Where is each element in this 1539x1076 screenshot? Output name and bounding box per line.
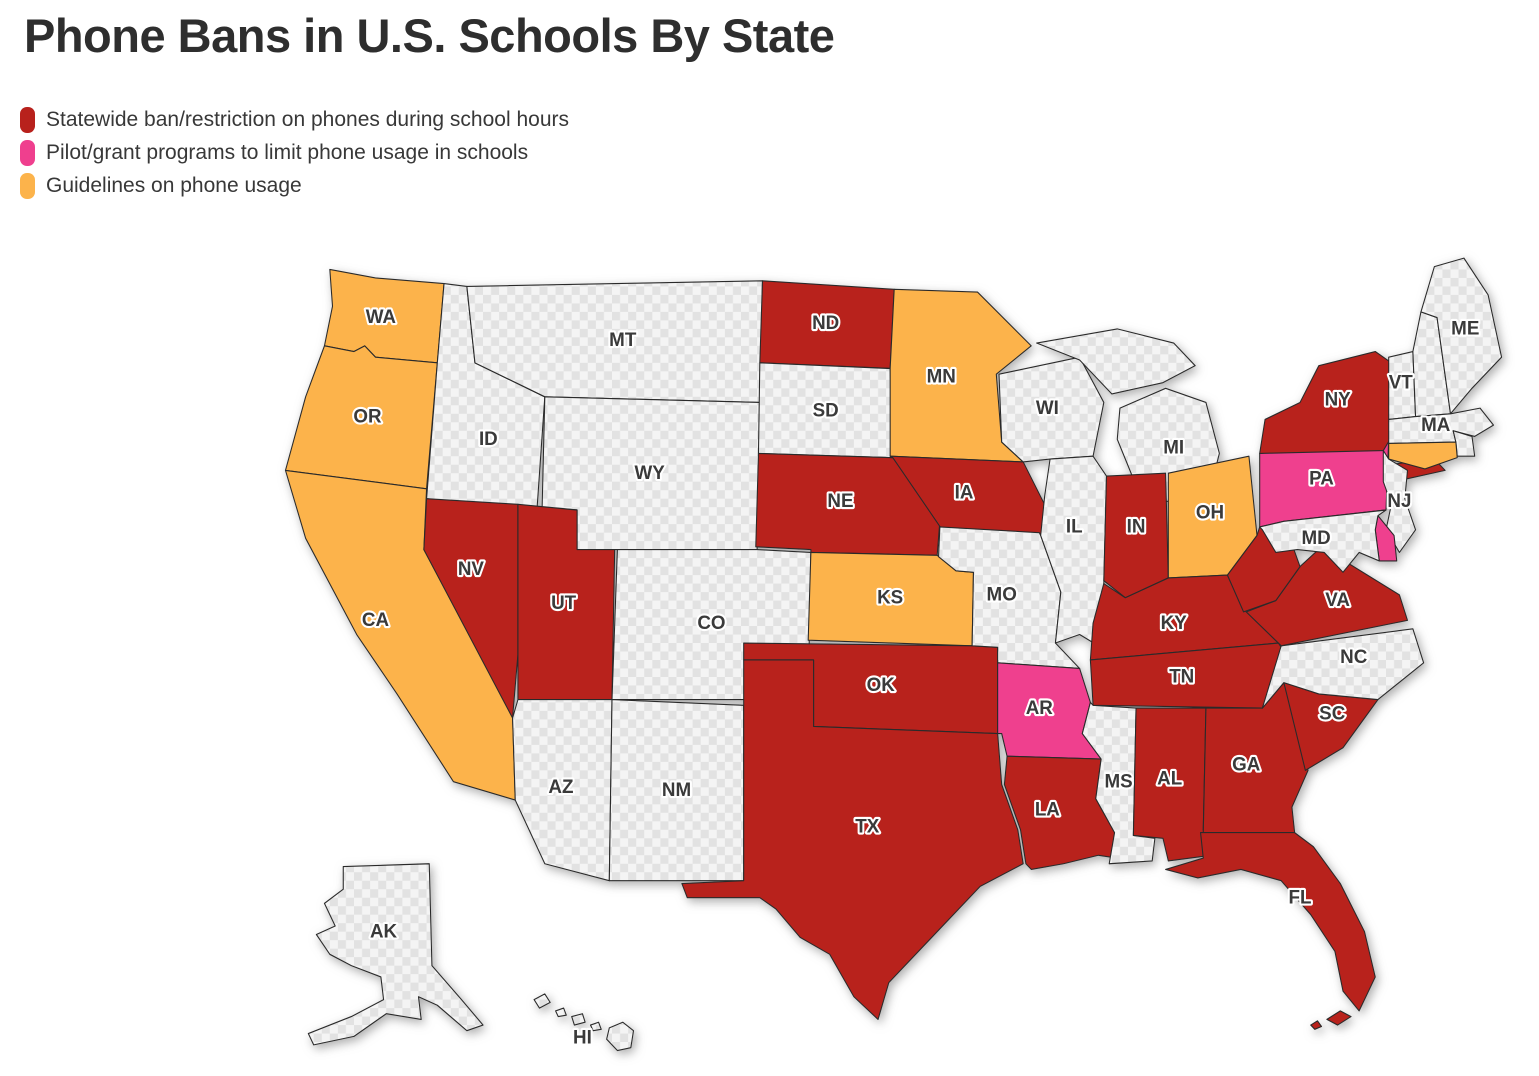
us-choropleth-map: WA OR CA ID MT WY NV UT CO AZ NM ND SD NE KS OK TX MN IA MO… [284,257,1503,1052]
state-label-ND: ND [812,312,839,334]
state-RI[interactable] [1452,430,1476,457]
state-label-OR: OR [353,406,381,428]
state-label-SD: SD [813,400,839,422]
state-NC[interactable] [1261,628,1425,709]
state-label-MA: MA [1421,414,1450,436]
state-NJ[interactable] [1382,450,1417,554]
state-label-WY: WY [634,462,664,484]
legend-item-ban: Statewide ban/restriction on phones duri… [20,106,569,133]
state-FL[interactable] [1165,832,1376,1030]
legend: Statewide ban/restriction on phones duri… [20,106,569,205]
state-label-CA: CA [362,610,389,632]
state-label-NM: NM [662,779,691,801]
state-label-MI: MI [1163,437,1184,459]
state-AK[interactable] [307,863,484,1046]
state-label-SC: SC [1319,703,1345,725]
legend-swatch-ban [20,106,35,133]
state-label-NJ: NJ [1387,491,1411,513]
state-label-IN: IN [1127,516,1146,538]
state-label-AK: AK [370,921,397,943]
state-label-MO: MO [987,584,1017,606]
state-label-NY: NY [1325,389,1351,411]
state-TX[interactable] [681,659,1024,1020]
state-label-HI: HI [573,1027,592,1049]
legend-label-ban: Statewide ban/restriction on phones duri… [46,107,569,131]
legend-swatch-guidelines [20,172,35,199]
state-label-IA: IA [955,482,974,504]
state-labels-layer: WA OR CA ID MT WY NV UT CO AZ NM ND SD NE KS OK TX MN IA MO… [351,305,1481,1051]
state-HI[interactable] [533,993,635,1052]
state-label-UT: UT [551,593,576,615]
state-label-NC: NC [1340,646,1367,668]
state-label-OH: OH [1196,502,1224,524]
state-label-KS: KS [877,587,903,609]
state-label-ID: ID [479,429,498,451]
state-label-MT: MT [609,329,636,351]
state-label-MN: MN [927,366,956,388]
state-label-CO: CO [697,612,725,634]
state-label-WI: WI [1036,397,1059,419]
state-label-MS: MS [1104,771,1132,793]
state-label-AZ: AZ [548,777,573,799]
state-label-VT: VT [1389,372,1413,394]
legend-item-pilot: Pilot/grant programs to limit phone usag… [20,139,569,166]
legend-label-pilot: Pilot/grant programs to limit phone usag… [46,140,529,164]
state-label-WA: WA [366,307,396,329]
state-label-NV: NV [458,559,484,581]
state-label-VA: VA [1325,590,1350,612]
state-label-TN: TN [1169,666,1194,688]
legend-item-guidelines: Guidelines on phone usage [20,172,569,199]
state-label-TX: TX [855,816,879,838]
state-NV[interactable] [423,498,519,719]
state-ME[interactable] [1420,257,1503,415]
state-label-LA: LA [1035,799,1060,821]
state-label-OK: OK [867,675,895,697]
legend-swatch-pilot [20,139,35,166]
state-label-KY: KY [1161,612,1187,634]
state-label-MD: MD [1302,528,1331,550]
state-label-AR: AR [1026,697,1053,719]
state-MD[interactable] [1259,509,1387,573]
state-label-GA: GA [1232,754,1260,776]
state-label-ME: ME [1451,318,1479,340]
state-label-NE: NE [827,491,853,513]
state-label-PA: PA [1309,468,1334,490]
state-label-IL: IL [1066,516,1083,538]
state-label-FL: FL [1289,887,1312,909]
page-title: Phone Bans in U.S. Schools By State [24,9,835,62]
states-layer [284,257,1503,1052]
state-label-AL: AL [1157,768,1182,790]
legend-label-guidelines: Guidelines on phone usage [46,173,302,197]
state-CT[interactable] [1388,441,1458,470]
